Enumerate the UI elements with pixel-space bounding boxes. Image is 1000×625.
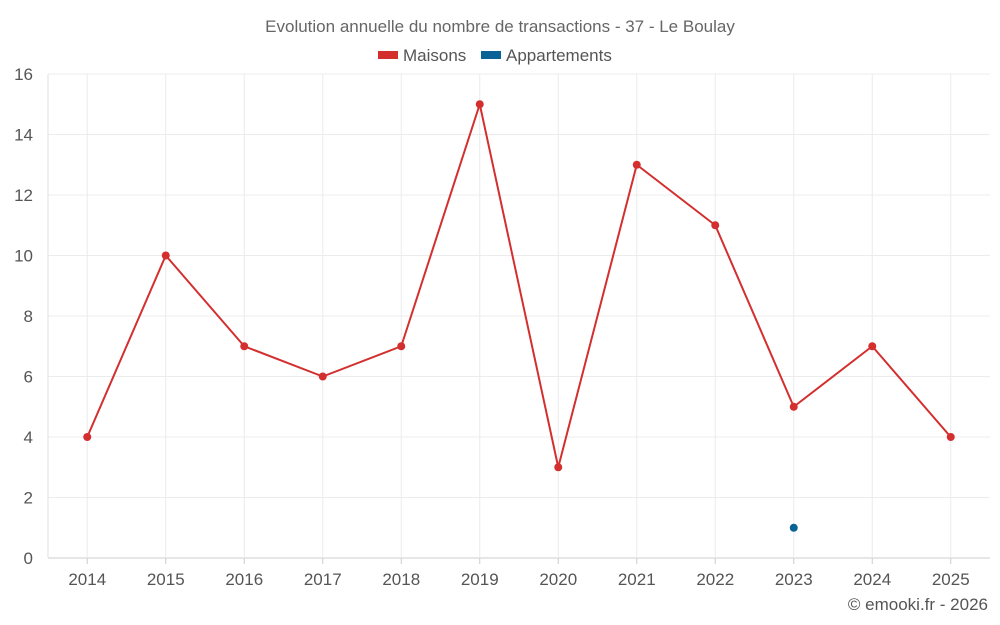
x-tick-label: 2018 <box>382 570 420 589</box>
data-point-appartements[interactable] <box>789 523 798 532</box>
y-tick-label: 16 <box>14 65 33 84</box>
x-tick-label: 2022 <box>696 570 734 589</box>
x-axis: 2014 2015 2016 2017 2018 2019 2020 2021 2022 2023… <box>68 558 970 589</box>
data-point-maisons[interactable] <box>554 463 563 472</box>
data-point-maisons[interactable] <box>868 342 877 351</box>
data-point-maisons[interactable] <box>475 100 484 109</box>
grid <box>47 73 990 559</box>
legend-item-appartements[interactable]: Appartements <box>481 46 612 65</box>
y-tick-label: 12 <box>14 186 33 205</box>
y-tick-label: 10 <box>14 247 33 266</box>
legend-swatch-maisons <box>378 51 398 59</box>
data-point-maisons[interactable] <box>161 251 170 260</box>
x-tick-label: 2020 <box>539 570 577 589</box>
data-point-maisons[interactable] <box>397 342 406 351</box>
x-tick-label: 2021 <box>618 570 656 589</box>
credit-text: © emooki.fr - 2026 <box>848 595 988 614</box>
x-tick-label: 2016 <box>225 570 263 589</box>
chart-title: Evolution annuelle du nombre de transact… <box>265 17 735 36</box>
x-tick-label: 2019 <box>461 570 499 589</box>
y-tick-label: 14 <box>14 126 33 145</box>
x-tick-label: 2015 <box>147 570 185 589</box>
data-point-maisons[interactable] <box>83 433 92 441</box>
x-tick-label: 2024 <box>853 570 891 589</box>
y-tick-label: 4 <box>24 428 33 447</box>
legend-label-appartements: Appartements <box>506 46 612 65</box>
x-tick-label: 2017 <box>304 570 342 589</box>
y-tick-label: 6 <box>24 368 33 387</box>
y-tick-label: 2 <box>24 489 33 508</box>
series-layer <box>83 100 955 532</box>
data-point-maisons[interactable] <box>632 160 641 169</box>
series-line-maisons <box>86 103 952 469</box>
y-axis: 0 2 4 6 8 10 12 14 16 <box>14 65 33 568</box>
x-tick-label: 2023 <box>775 570 813 589</box>
x-tick-label: 2014 <box>68 570 106 589</box>
y-tick-label: 8 <box>24 307 33 326</box>
legend-label-maisons: Maisons <box>403 46 466 65</box>
x-tick-label: 2025 <box>932 570 970 589</box>
data-point-maisons[interactable] <box>711 221 720 230</box>
y-tick-label: 0 <box>24 549 33 568</box>
legend: Maisons Appartements <box>378 46 612 65</box>
data-point-maisons[interactable] <box>789 402 798 411</box>
data-point-maisons[interactable] <box>318 372 327 381</box>
legend-swatch-appartements <box>481 51 501 59</box>
data-point-maisons[interactable] <box>946 433 955 441</box>
legend-item-maisons[interactable]: Maisons <box>378 46 466 65</box>
data-point-maisons[interactable] <box>240 342 249 351</box>
